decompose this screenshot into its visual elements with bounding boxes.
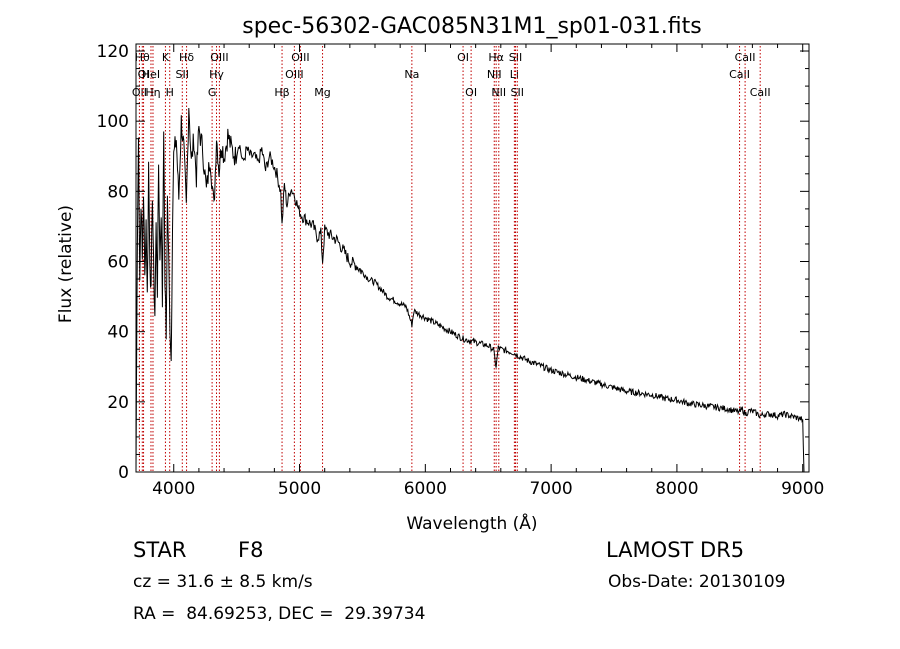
line-label-6: H — [166, 86, 174, 99]
line-label-20: Hα — [488, 51, 504, 64]
line-label-14: OIII — [291, 51, 309, 64]
line-label-7: SII — [176, 68, 189, 81]
line-label-22: Li — [510, 68, 519, 81]
ra-dec-coordinates: RA = 84.69253, DEC = 29.39734 — [133, 604, 426, 624]
observation-date: Obs-Date: 20130109 — [608, 572, 786, 592]
x-axis-label: Wavelength (Å) — [406, 512, 537, 534]
line-label-17: OI — [457, 51, 469, 64]
line-label-11: Hγ — [209, 68, 224, 81]
line-label-9: G — [208, 86, 217, 99]
y-tick-label-2: 40 — [107, 323, 129, 343]
line-label-24: SII — [511, 86, 524, 99]
survey-name: LAMOST DR5 — [606, 538, 745, 562]
object-class: STAR — [133, 538, 187, 562]
y-tick-label-0: 0 — [118, 463, 129, 483]
line-label-2: OI — [138, 68, 150, 81]
x-tick-label-5: 9000 — [781, 479, 824, 499]
line-label-8: Hδ — [179, 51, 194, 64]
line-label-10: OIII — [210, 51, 228, 64]
line-label-27: CaII — [750, 86, 771, 99]
line-label-23: SII — [509, 51, 522, 64]
chart-title: spec-56302-GAC085N31M1_sp01-031.fits — [242, 14, 702, 39]
line-label-3: Hη — [145, 86, 160, 99]
object-subclass: F8 — [238, 538, 264, 562]
line-label-4: HeI — [142, 68, 160, 81]
x-tick-label-0: 4000 — [152, 479, 195, 499]
x-tick-label-3: 7000 — [529, 479, 572, 499]
y-tick-label-6: 120 — [97, 42, 129, 62]
line-label-13: OIII — [285, 68, 303, 81]
line-label-18: OI — [465, 86, 477, 99]
x-tick-label-1: 5000 — [278, 479, 321, 499]
line-label-26: CaII — [735, 51, 756, 64]
line-label-12: Hβ — [274, 86, 289, 99]
axes: 4000 5000 6000 7000 8000 9000 0 20 40 60 80 100 120 — [97, 42, 825, 499]
y-tick-label-4: 80 — [107, 182, 129, 202]
spectrum-line — [135, 107, 805, 473]
y-tick-label-3: 60 — [107, 253, 129, 273]
line-label-1: Hθ — [135, 51, 150, 64]
line-label-21: NII — [491, 86, 506, 99]
line-label-19: NII — [487, 68, 502, 81]
y-axis-label: Flux (relative) — [56, 205, 76, 323]
redshift-cz: cz = 31.6 ± 8.5 km/s — [133, 572, 313, 592]
y-tick-label-5: 100 — [97, 112, 129, 132]
emission-line-markers: OIIHθOIHηHeIKHSIIHδGOIIIHγHβOIIIOIIIMgNa… — [132, 46, 771, 472]
y-tick-label-1: 20 — [107, 393, 129, 413]
line-label-25: CaII — [729, 68, 750, 81]
x-tick-label-2: 6000 — [404, 479, 447, 499]
x-tick-label-4: 8000 — [655, 479, 698, 499]
plot-frame — [135, 43, 810, 473]
line-label-16: Na — [404, 68, 419, 81]
line-label-15: Mg — [314, 86, 330, 99]
line-label-5: K — [162, 51, 170, 64]
